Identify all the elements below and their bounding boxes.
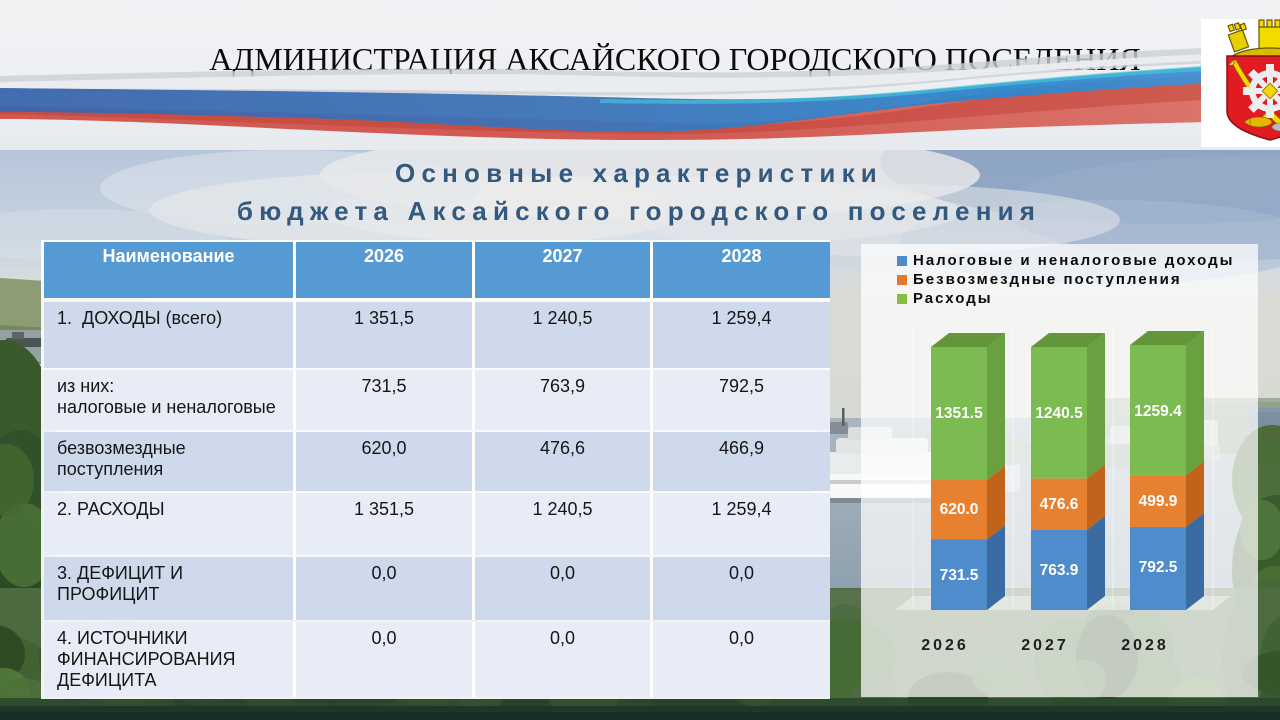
svg-text:2026: 2026 [921,637,969,654]
svg-text:2027: 2027 [1021,637,1069,654]
svg-text:2028: 2028 [1121,637,1169,654]
svg-text:731.5: 731.5 [940,567,979,584]
svg-text:1351.5: 1351.5 [935,405,983,422]
svg-text:620.0: 620.0 [940,501,979,518]
svg-text:499.9: 499.9 [1139,493,1178,510]
svg-text:1259.4: 1259.4 [1134,403,1182,420]
svg-text:763.9: 763.9 [1040,562,1079,579]
svg-text:1240.5: 1240.5 [1035,405,1083,422]
svg-text:476.6: 476.6 [1040,496,1079,513]
svg-text:792.5: 792.5 [1139,559,1178,576]
